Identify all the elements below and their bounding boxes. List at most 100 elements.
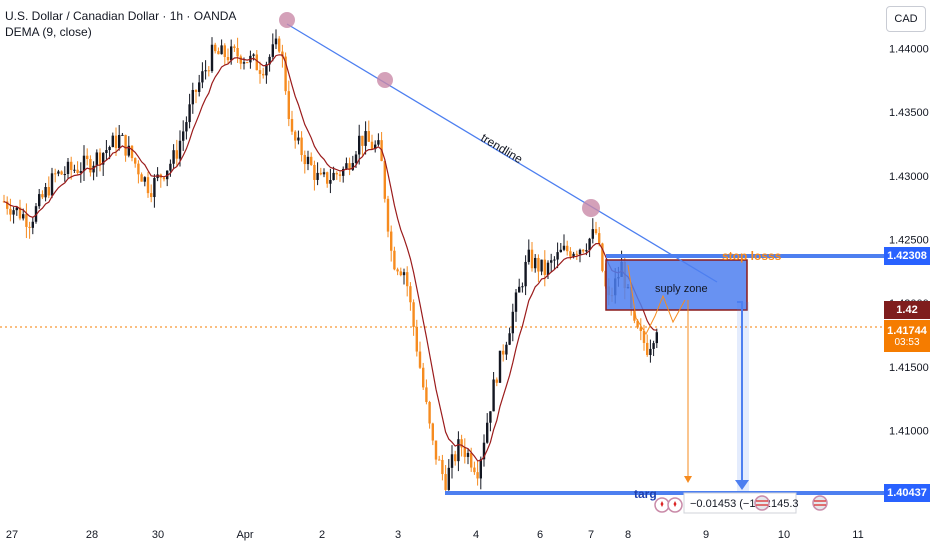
candle-body (34, 206, 38, 222)
candle-body (262, 73, 265, 76)
candle-body (377, 140, 380, 145)
measure-arrow (737, 301, 743, 485)
x-tick-label: 2 (319, 529, 325, 541)
target-label: targ (634, 487, 657, 501)
candle-body (210, 44, 214, 72)
candle-body (399, 271, 402, 276)
measure-arrow-head (735, 480, 749, 490)
candle-body (274, 38, 278, 45)
countdown-value: 03:53 (894, 336, 920, 348)
candle-body (322, 172, 326, 175)
candle-body (591, 229, 594, 239)
candle-body (121, 134, 124, 136)
candle-body (281, 51, 284, 57)
us-flag-icon[interactable] (812, 495, 828, 511)
candle-body (354, 154, 358, 163)
candle-body (271, 44, 274, 57)
candle-body (655, 332, 658, 344)
candle-body (393, 250, 396, 270)
x-axis: 27 28 30 Apr 2 3 4 6 7 8 9 10 11 (6, 529, 864, 541)
chart-header: U.S. Dollar / Canadian Dollar · 1h · OAN… (5, 8, 236, 40)
candle-body (338, 174, 342, 176)
candle-body (268, 56, 271, 65)
currency-button[interactable]: CAD (886, 6, 926, 32)
candle-body (358, 135, 361, 155)
swing-high-marker-2 (377, 72, 393, 88)
supply-zone[interactable] (605, 259, 748, 311)
candle-body (396, 269, 399, 272)
candle-body (428, 402, 431, 424)
candle-body (466, 452, 470, 457)
candle-body (12, 210, 15, 215)
candle-body (486, 422, 489, 443)
candle-body (642, 330, 646, 343)
current-price-tag-b: 1.41744 03:53 (884, 320, 930, 352)
maple-leaf-icon (660, 501, 677, 507)
candle-body (489, 411, 492, 423)
candle-body (178, 140, 182, 159)
x-tick-label: 4 (473, 529, 479, 541)
candle-body (31, 221, 34, 228)
candle-body (63, 174, 66, 176)
x-tick-label: 11 (852, 529, 863, 541)
candle-body (191, 89, 194, 105)
y-tick-label: 1.41000 (889, 426, 929, 438)
candle-body (50, 173, 54, 196)
candle-body (182, 131, 185, 141)
candle-body (412, 302, 415, 327)
stop-loss-label: stop losss (722, 249, 782, 263)
candle-body (306, 156, 310, 165)
candle-body (476, 472, 479, 479)
projection-arrow-head (684, 476, 692, 483)
candle-body (463, 447, 466, 457)
candle-body (153, 178, 156, 198)
candle-body (303, 155, 306, 165)
candle-body (569, 251, 572, 257)
candle-body (601, 243, 604, 271)
target-price-tag: 1.40437 (884, 484, 930, 502)
candle-body (342, 168, 345, 176)
candle-body (44, 187, 47, 198)
candle-body (348, 163, 351, 170)
candle-body (361, 135, 364, 146)
candle-body (498, 350, 502, 383)
symbol-title: U.S. Dollar / Canadian Dollar · 1h · OAN… (5, 9, 237, 23)
x-tick-label: Apr (236, 529, 253, 541)
event-icons[interactable] (654, 495, 828, 513)
measure-label-tail: 145.3 (771, 498, 799, 510)
candle-body (102, 153, 105, 165)
y-tick-label: 1.43000 (889, 171, 929, 183)
candle-body (28, 226, 31, 228)
candle-body (239, 56, 242, 64)
candle-body (326, 172, 329, 184)
candle-body (406, 272, 409, 287)
candle-body (57, 171, 60, 174)
candle-body (66, 161, 70, 175)
candle-body (54, 173, 57, 175)
candle-body (278, 38, 281, 52)
us-flag-icon[interactable] (754, 495, 770, 511)
measure-label: −0.01453 (−1.02 (690, 498, 771, 510)
candle-body (105, 150, 108, 154)
candle-body (370, 141, 374, 150)
candle-body (242, 62, 246, 64)
candle-body (201, 71, 204, 83)
candle-body (114, 135, 118, 149)
candle-body (265, 64, 268, 76)
candle-body (185, 122, 188, 132)
current-price-tag-a: 1.42 (884, 301, 930, 319)
candle-body (409, 286, 412, 303)
trendline[interactable] (286, 23, 718, 283)
candle-body (479, 459, 482, 479)
candle-body (431, 423, 434, 441)
candle-body (639, 327, 642, 331)
candle-body (79, 171, 82, 173)
candle-body (492, 379, 495, 412)
candle-body (294, 131, 297, 141)
candle-body (226, 57, 230, 61)
candle-body (559, 249, 562, 253)
candle-body (390, 231, 393, 251)
candle-body (425, 387, 428, 403)
candle-body (98, 152, 102, 165)
